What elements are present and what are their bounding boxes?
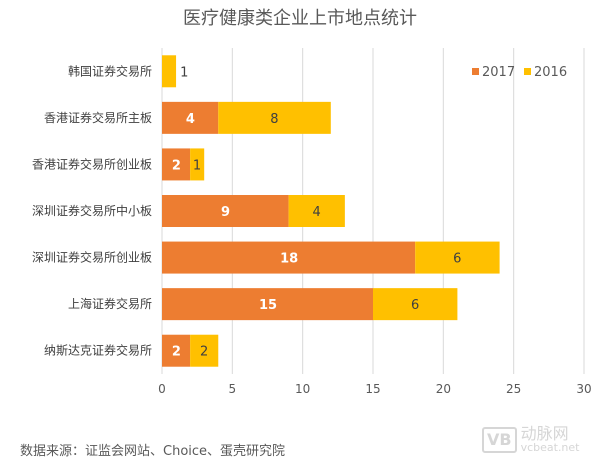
watermark-url: vcbeat.net xyxy=(520,441,580,454)
category-label: 香港证券交易所主板 xyxy=(44,110,152,125)
data-label-2017: 18 xyxy=(280,252,298,267)
category-label: 韩国证券交易所 xyxy=(68,63,152,78)
bar-2017 xyxy=(162,195,289,227)
data-label-2017: 4 xyxy=(186,112,195,127)
data-label-2016: 4 xyxy=(312,205,320,220)
data-label-2016: 1 xyxy=(180,65,188,80)
category-label: 深圳证券交易所创业板 xyxy=(32,250,152,265)
x-tick-label: 15 xyxy=(365,382,380,396)
category-label: 纳斯达克证券交易所 xyxy=(44,343,152,358)
x-tick-label: 10 xyxy=(295,382,310,396)
chart-title: 医疗健康类企业上市地点统计 xyxy=(183,8,417,29)
watermark-logo: VB 动脉网 vcbeat.net xyxy=(482,426,580,454)
bar-chart: 051015202530韩国证券交易所01香港证券交易所主板48香港证券交易所创… xyxy=(32,48,592,396)
bar-2016 xyxy=(415,241,500,274)
vb-logo-mark: VB xyxy=(482,427,517,453)
x-tick-label: 0 xyxy=(158,382,166,396)
data-label-2017: 9 xyxy=(221,205,230,220)
x-tick-label: 25 xyxy=(506,382,521,396)
bar-2017 xyxy=(162,101,219,134)
x-tick-label: 30 xyxy=(576,382,591,396)
data-label-2017: 2 xyxy=(172,345,181,360)
legend-swatch-2016 xyxy=(524,68,531,75)
bar-2016 xyxy=(288,195,345,227)
bar-2017 xyxy=(162,288,373,321)
data-label-2017: 2 xyxy=(172,158,181,173)
bar-2016 xyxy=(190,334,219,367)
bar-2017 xyxy=(162,241,416,274)
watermark-name: 动脉网 xyxy=(520,424,569,443)
category-label: 上海证券交易所 xyxy=(68,296,152,311)
bar-2016 xyxy=(190,148,205,181)
data-label-2016: 6 xyxy=(453,252,461,267)
category-label: 深圳证券交易所中小板 xyxy=(32,203,152,218)
x-tick-label: 5 xyxy=(229,382,237,396)
x-tick-label: 20 xyxy=(436,382,451,396)
legend-swatch-2017 xyxy=(472,68,479,75)
legend-label-2016: 2016 xyxy=(534,65,567,80)
bar-2016 xyxy=(162,55,177,88)
data-label-2016: 8 xyxy=(270,112,278,127)
data-label-2016: 1 xyxy=(193,158,201,173)
data-label-2017: 15 xyxy=(259,298,277,313)
data-label-2016: 2 xyxy=(200,345,208,360)
legend-label-2017: 2017 xyxy=(482,65,515,80)
data-label-2016: 6 xyxy=(411,298,419,313)
category-label: 香港证券交易所创业板 xyxy=(32,156,152,171)
bar-2016 xyxy=(373,288,458,321)
bar-2016 xyxy=(218,101,331,134)
source-note: 数据来源：证监会网站、Choice、蛋壳研究院 xyxy=(20,444,286,459)
bar-2017 xyxy=(162,148,191,181)
bar-2017 xyxy=(162,334,191,367)
